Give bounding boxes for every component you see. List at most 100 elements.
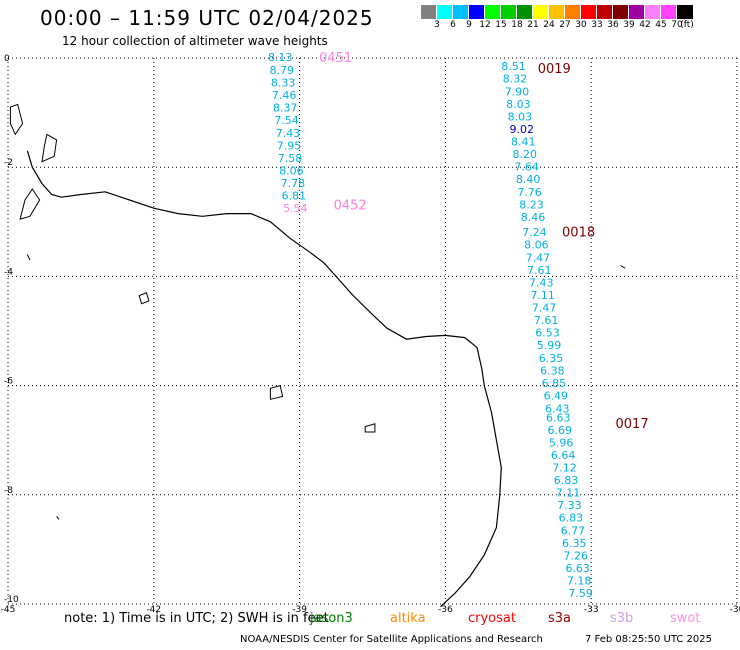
lon-tick-label: -42	[146, 605, 161, 615]
swh-value-east: 7.18	[567, 575, 592, 588]
swh-value-east: 6.83	[559, 512, 584, 525]
swh-value-west: 8.37	[273, 102, 298, 115]
swh-value-east: 7.47	[532, 302, 557, 315]
swh-value-east: 7.43	[529, 276, 554, 289]
pass-label-0019: 0019	[538, 62, 571, 77]
color-swatch	[437, 5, 453, 19]
swh-value-east: 6.63	[546, 411, 571, 424]
swh-value-west: 8.06	[279, 164, 304, 177]
swh-value-east: 7.24	[522, 226, 547, 239]
swh-value-west: 7.58	[278, 152, 303, 165]
swh-value-east: 7.76	[517, 186, 542, 199]
color-scale-label: 30	[575, 20, 587, 30]
swh-value-east: 6.69	[547, 424, 572, 437]
swh-value-west: 6.81	[282, 190, 307, 203]
color-swatch	[453, 5, 469, 19]
color-swatch	[469, 5, 485, 19]
swh-value-east: 8.46	[521, 211, 546, 224]
lat-tick-label: -6	[4, 377, 13, 387]
swh-value-east: 8.32	[503, 73, 528, 86]
color-scale-label: 39	[623, 20, 635, 30]
swh-value-east: 8.03	[506, 98, 531, 111]
color-scale-label: 9	[466, 20, 472, 30]
footer-credit: NOAA/NESDIS Center for Satellite Applica…	[240, 634, 543, 645]
pass-label-0017: 0017	[616, 417, 649, 432]
swh-value-west: 7.46	[272, 89, 297, 102]
pass-label-0018: 0018	[562, 226, 595, 241]
swh-value-west: 7.78	[281, 177, 306, 190]
color-scale-label: 6	[450, 20, 456, 30]
swh-value-east: 8.06	[524, 239, 549, 252]
coast-island	[19, 188, 41, 220]
coast-island	[56, 516, 60, 520]
color-swatch	[581, 5, 597, 19]
swh-value-west: 8.79	[269, 64, 294, 77]
swh-value-east: 5.99	[537, 339, 562, 352]
color-scale-label: 15	[495, 20, 507, 30]
swh-value-east: 6.35	[539, 352, 564, 365]
swh-value-east: 6.64	[551, 449, 576, 462]
color-scale-label: 12	[479, 20, 491, 30]
color-scale-label: (ft)	[680, 20, 694, 30]
color-scale-label: 42	[639, 20, 651, 30]
legend-s3b: s3b	[610, 611, 634, 626]
coast-island	[620, 265, 626, 269]
legend-altika: altika	[390, 611, 426, 626]
color-scale-label: 45	[655, 20, 667, 30]
lat-tick-label: -10	[4, 595, 19, 605]
color-swatch	[517, 5, 533, 19]
swh-value-east: 6.77	[561, 524, 586, 537]
swh-value-east: 8.20	[512, 148, 537, 161]
swh-value-east: 8.23	[519, 198, 544, 211]
swh-value-east: 7.64	[514, 161, 539, 174]
swh-value-east: 8.51	[501, 60, 526, 73]
color-swatch	[613, 5, 629, 19]
pass-label-0451: 0451	[319, 51, 352, 66]
color-scale-labels: 3 6 9 12 15 18 21 24 27 30 33 36 39 42 45 70 (ft)	[421, 19, 694, 31]
page-subtitle: 12 hour collection of altimeter wave hei…	[62, 34, 328, 48]
swh-value-east: 9.02	[510, 123, 535, 136]
legend-swot: swot	[670, 611, 701, 626]
lon-tick-label: -36	[438, 605, 453, 615]
color-scale-label: 3	[434, 20, 440, 30]
color-swatch	[421, 5, 437, 19]
swh-value-east: 6.85	[542, 377, 567, 390]
legend-jason3: jason3	[310, 611, 353, 626]
coast-island	[41, 133, 58, 163]
lat-tick-label: -2	[4, 158, 13, 168]
swh-value-west: 8.33	[271, 77, 296, 90]
coast-island	[9, 103, 24, 136]
swh-value-west: 7.43	[276, 127, 301, 140]
note-text: note: 1) Time is in UTC; 2) SWH is in fe…	[64, 611, 329, 626]
swh-value-east: 6.53	[535, 327, 560, 340]
lat-tick-label: -4	[4, 267, 13, 277]
swh-value-east: 6.38	[540, 364, 565, 377]
coast-island	[26, 254, 31, 261]
swh-value-east: 7.33	[557, 499, 582, 512]
color-scale-label: 33	[591, 20, 603, 30]
lat-tick-label: -8	[4, 486, 13, 496]
swh-value-east: 7.59	[568, 587, 593, 600]
swh-value-east: 8.03	[508, 110, 533, 123]
swh-value-west: 7.54	[274, 114, 299, 127]
coastline	[26, 150, 502, 608]
swh-value-east: 7.26	[563, 549, 588, 562]
color-swatch	[565, 5, 581, 19]
lon-tick-label: -33	[584, 605, 599, 615]
swh-value-east: 7.11	[530, 289, 555, 302]
lon-tick-label: -45	[1, 605, 16, 615]
color-swatch	[645, 5, 661, 19]
coast-island	[138, 292, 150, 305]
swh-value-east: 6.83	[554, 474, 579, 487]
footer-timestamp: 7 Feb 08:25:50 UTC 2025	[585, 634, 712, 645]
note-row: note: 1) Time is in UTC; 2) SWH is in fe…	[0, 611, 740, 631]
color-swatch	[661, 5, 677, 19]
swh-value-east: 7.11	[556, 487, 581, 500]
legend-s3a: s3a	[548, 611, 572, 626]
page-title: 00:00 – 11:59 UTC 02/04/2025	[40, 6, 374, 30]
swh-value-west: 5.54	[283, 202, 308, 215]
color-scale-label: 27	[559, 20, 571, 30]
swh-value-east: 7.61	[527, 264, 552, 277]
color-scale-label: 70	[671, 20, 683, 30]
